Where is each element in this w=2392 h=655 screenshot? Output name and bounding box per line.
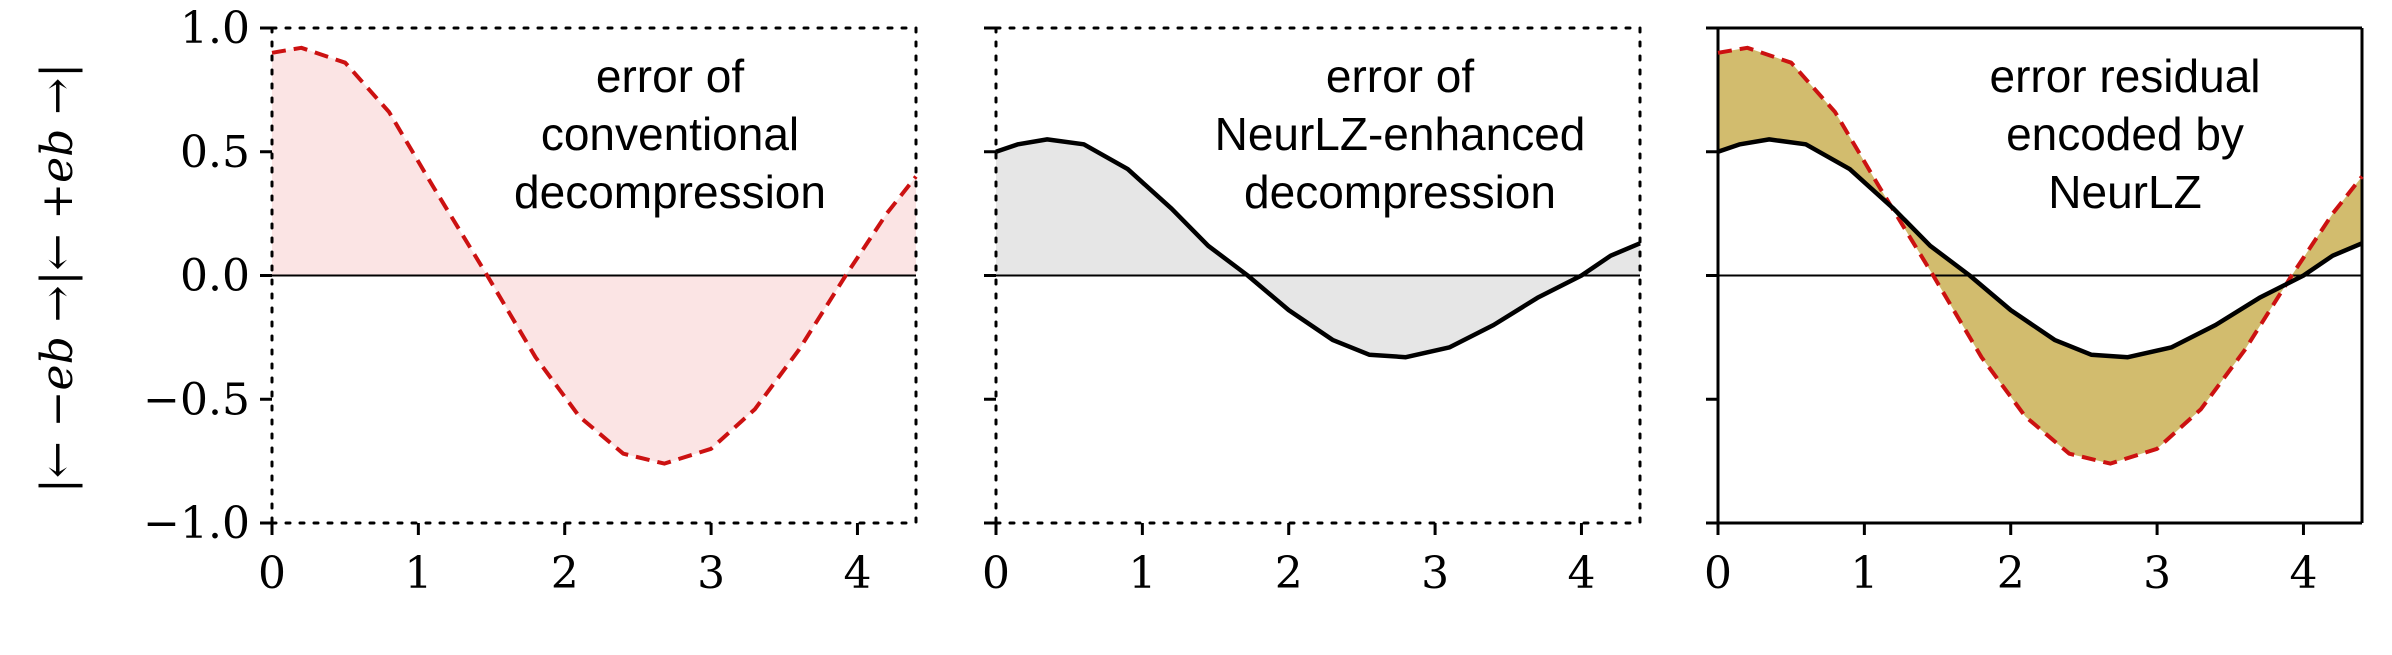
panel-annotation-line: error residual: [1990, 50, 2261, 102]
error-fill-area: [996, 139, 1640, 358]
y-tick-label: −0.5: [143, 374, 250, 425]
panel-annotation-line: decompression: [514, 166, 826, 218]
x-tick-label: 2: [1997, 548, 2025, 599]
x-tick-label: 3: [1421, 548, 1449, 599]
x-tick-label: 1: [1850, 548, 1878, 599]
y-axis-label-group: |← −eb →|← +eb →|: [32, 63, 83, 493]
panel-annotation-line: error of: [596, 50, 744, 102]
x-tick-label: 4: [1567, 548, 1595, 599]
panel-left: 1.0 0.5 0.0 −0.5 −1.00 1 2 3 4 error of convention…: [143, 3, 918, 599]
x-tick-label: 1: [1128, 548, 1156, 599]
x-tick-label: 0: [982, 548, 1010, 599]
panel-middle: 0 1 2 3 4 error of NeurLZ-enhanced decompressio…: [982, 26, 1642, 599]
y-tick-label: 0.0: [180, 251, 250, 302]
panel-annotation-line: decompression: [1244, 166, 1556, 218]
y-tick-label: −1.0: [143, 498, 250, 549]
x-tick-label: 0: [1704, 548, 1732, 599]
conventional-error-line: [1717, 45, 2364, 466]
x-tick-label: 4: [843, 548, 871, 599]
x-tick-label: 1: [404, 548, 432, 599]
x-tick-label: 0: [258, 548, 286, 599]
panel-annotation-line: encoded by: [2006, 108, 2244, 160]
conventional-error-line: [271, 45, 918, 466]
panel-annotation-line: NeurLZ-enhanced: [1215, 108, 1586, 160]
panel-annotation-line: error of: [1326, 50, 1474, 102]
enhanced-error-line: [995, 137, 1641, 360]
error-fill-area: [272, 47, 916, 464]
y-tick-label: 0.5: [180, 127, 250, 178]
x-tick-label: 4: [2289, 548, 2317, 599]
y-tick-label: 1.0: [180, 3, 250, 54]
panel-annotation-line: conventional: [541, 108, 799, 160]
residual-fill-area: [1718, 47, 2362, 464]
panel-annotation-line: NeurLZ: [2048, 166, 2201, 218]
x-tick-label: 2: [551, 548, 579, 599]
x-tick-label: 2: [1275, 548, 1303, 599]
y-axis-label: |← −eb →|← +eb →|: [32, 63, 83, 493]
enhanced-error-line: [1717, 137, 2363, 360]
panel-right: 0 1 2 3 4 error residual encoded by NeurLZ: [1704, 26, 2364, 599]
x-tick-label: 3: [697, 548, 725, 599]
x-tick-label: 3: [2143, 548, 2171, 599]
